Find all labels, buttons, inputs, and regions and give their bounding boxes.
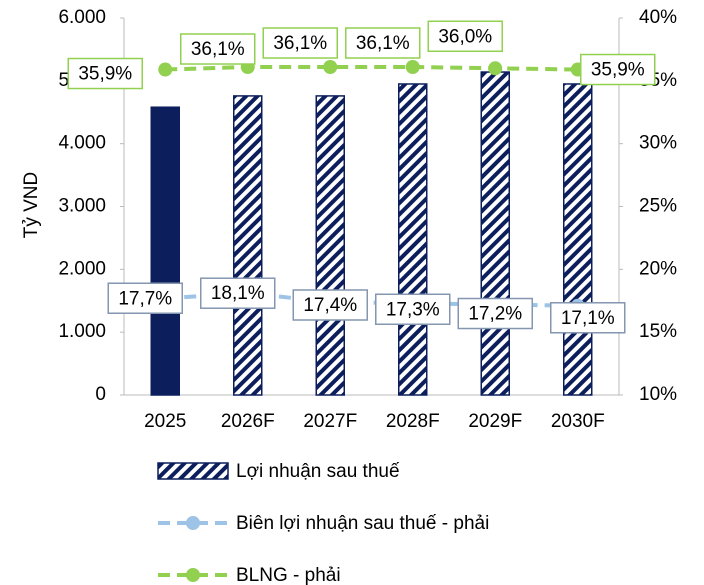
y-axis-label: Tỷ VND [21,172,42,239]
data-label-box [550,302,626,334]
legend-marker [186,516,200,530]
line [165,65,578,72]
y2-tick-label: 10% [639,384,677,405]
data-label-box [262,27,338,59]
y-tick-label: 1.000 [58,321,106,342]
legend-marker [186,568,200,582]
data-label-box [580,53,656,86]
bar [563,83,593,396]
data-label: 36,1% [191,39,245,60]
data-label-box [67,57,143,90]
y-tick-label: 6.000 [58,7,106,28]
x-tick-label: 2028F [386,411,440,432]
data-label: 36,1% [356,33,410,54]
data-label-box [375,293,451,326]
y2-tick-label: 40% [639,7,677,28]
data-label: 17,1% [561,308,615,329]
data-label: 17,4% [303,295,357,316]
data-label-box [427,20,503,53]
marker [488,61,503,76]
y2-tick-label: 15% [639,321,677,342]
data-label-box [292,289,368,321]
y2-tick-label: 30% [639,133,677,154]
data-label: 35,9% [591,60,645,81]
y-tick-label: 3.000 [58,196,106,217]
data-label: 36,0% [438,26,492,47]
data-label: 36,1% [273,33,327,54]
x-tick-label: 2030F [551,411,605,432]
x-tick-label: 2027F [303,411,357,432]
marker [158,62,173,77]
x-tick-label: 2025 [144,411,186,432]
bar [480,71,510,396]
data-label-box [200,277,276,309]
legend-label: Lợi nhuận sau thuế [236,461,400,482]
data-label-box [457,297,533,330]
marker [405,60,420,75]
legend-swatch [157,462,229,480]
bar [398,83,428,396]
y2-tick-label: 20% [639,258,677,279]
data-label-box [180,33,256,65]
data-label-box [345,27,421,59]
x-tick-label: 2026F [221,411,275,432]
y-tick-label: 0 [95,384,106,405]
y-tick-label: 2.000 [58,258,106,279]
data-label: 18,1% [211,283,265,304]
legend-label: BLNG - phải [236,565,341,585]
data-label: 35,9% [78,64,132,85]
data-label: 17,3% [386,299,440,320]
y2-tick-label: 25% [639,196,677,217]
bar [150,106,180,396]
data-label-box [107,282,183,314]
data-label: 17,2% [468,304,522,325]
x-tick-label: 2029F [468,411,522,432]
marker [323,60,338,75]
legend-label: Biên lợi nhuận sau thuế - phải [236,513,489,534]
y-tick-label: 4.000 [58,133,106,154]
bar [315,95,345,396]
bar [233,95,263,396]
data-label: 17,7% [118,288,172,309]
